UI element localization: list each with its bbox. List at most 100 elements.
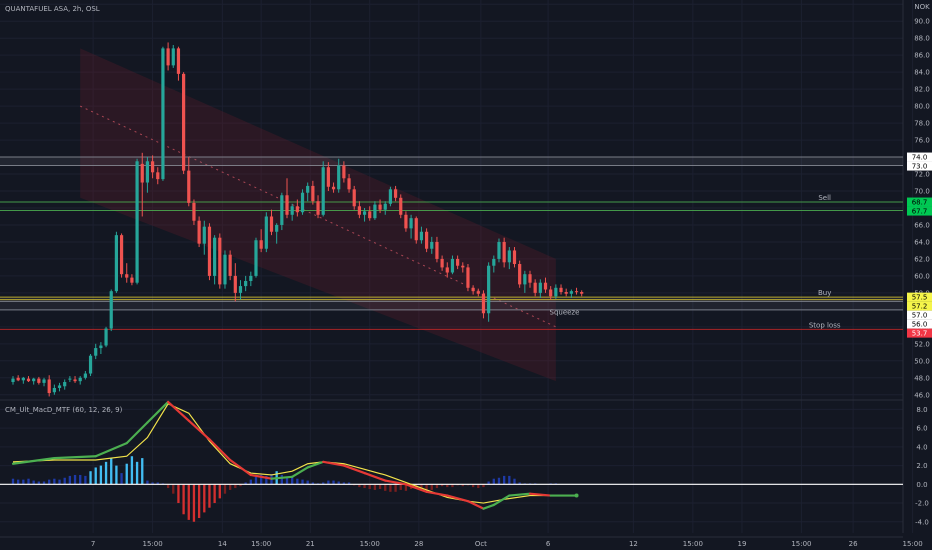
macd-line-segment <box>384 479 408 486</box>
candle-body <box>347 178 351 190</box>
price-tick-label: 72.0 <box>914 171 930 179</box>
candle-body <box>99 345 103 349</box>
macd-histogram-bar <box>358 484 361 488</box>
macd-histogram-bar <box>151 482 154 485</box>
candle-body <box>502 241 506 263</box>
macd-histogram-bar <box>435 484 439 489</box>
macd-histogram-bar <box>322 482 325 485</box>
macd-histogram-bar <box>373 484 377 490</box>
macd-histogram-bar <box>228 484 232 490</box>
time-tick-label: 15:00 <box>251 540 271 548</box>
macd-line-segment <box>342 464 366 475</box>
macd-histogram-bar <box>482 484 485 488</box>
candle-body <box>445 267 449 273</box>
candle-body <box>383 203 387 210</box>
price-level-badge: 68.7 <box>907 197 932 207</box>
candle-body <box>450 258 455 273</box>
time-tick-label: 15:00 <box>791 540 811 548</box>
badge-label: 53.7 <box>912 330 928 338</box>
macd-histogram-bar <box>399 484 402 490</box>
macd-pane <box>0 400 903 522</box>
macd-histogram-bar <box>32 480 35 485</box>
candle-body <box>11 378 15 383</box>
candle-body <box>461 265 465 268</box>
macd-histogram-bar <box>342 482 346 485</box>
candle-body <box>388 189 393 204</box>
candle-body <box>182 73 186 171</box>
candle-body <box>171 48 175 66</box>
macd-histogram-bar <box>120 473 123 485</box>
macd-line-segment <box>146 400 170 424</box>
squeeze-label: Squeeze <box>550 309 580 317</box>
candle-body <box>233 275 237 293</box>
macd-line-segment <box>208 438 232 462</box>
candle-body <box>373 204 377 219</box>
macd-histogram-bar <box>440 484 444 487</box>
candle-body <box>202 226 206 244</box>
price-tick-label: 86.0 <box>914 52 930 60</box>
candle-body <box>487 265 491 314</box>
candle-body <box>419 231 424 241</box>
currency-label: NOK <box>914 3 930 11</box>
price-tick-label: 46.0 <box>914 391 930 399</box>
candle-body <box>507 250 511 263</box>
macd-line-segment <box>508 492 532 497</box>
macd-histogram-bar <box>48 479 51 485</box>
candle-body <box>331 186 336 190</box>
candle-body <box>197 220 201 244</box>
macd-histogram-bar <box>332 480 335 485</box>
candle-body <box>337 165 341 190</box>
macd-line-segment <box>425 490 449 497</box>
macd-line-segment <box>363 471 387 482</box>
badge-label: 74.0 <box>912 154 928 162</box>
macd-histogram-bar <box>37 481 41 485</box>
macd-histogram-bar <box>244 482 247 485</box>
macd-histogram-bar <box>451 484 454 488</box>
candle-body <box>456 258 460 266</box>
grid-lines <box>0 0 914 533</box>
candle-body <box>300 192 305 213</box>
macd-histogram-bar <box>296 478 299 485</box>
badge-label: 73.0 <box>912 163 928 171</box>
candle-body <box>430 241 434 249</box>
macd-tick-label: -2.0 <box>915 500 929 508</box>
candle-body <box>109 291 113 329</box>
macd-line-segment <box>187 419 211 441</box>
candle-body <box>368 211 372 219</box>
macd-line-end-dot <box>574 493 579 498</box>
candle-body <box>68 378 72 380</box>
macd-histogram-bar <box>259 474 263 485</box>
macd-histogram-bar <box>218 484 221 499</box>
macd-histogram-bar <box>115 465 118 485</box>
candle-body <box>357 206 361 215</box>
candle-body <box>554 287 558 297</box>
badge-label: 57.0 <box>912 312 928 320</box>
macd-histogram-bar <box>394 484 397 492</box>
macd-histogram-bar <box>446 484 449 488</box>
badge-background <box>907 152 932 162</box>
level-label: Stop loss <box>809 321 841 329</box>
macd-tick-label: 2.0 <box>916 462 927 470</box>
price-level-badge: 67.7 <box>907 206 932 216</box>
candle-body <box>78 377 82 382</box>
time-axis[interactable]: 7 15:00 14 15:00 21 15:00 28 Oct 6 12 15:00 19 15:00… <box>0 536 923 548</box>
candle-body <box>409 218 413 229</box>
badge-background <box>907 301 932 311</box>
macd-histogram-bar <box>291 476 294 485</box>
candle-body <box>538 282 542 293</box>
macd-histogram-bar <box>79 474 82 485</box>
price-tick-label: 66.0 <box>914 221 930 229</box>
time-tick-label: 12 <box>629 540 638 548</box>
badge-label: 57.5 <box>912 294 928 302</box>
candle-body <box>352 189 356 207</box>
macd-tick-label: 8.0 <box>916 406 927 414</box>
macd-histogram-bar <box>384 484 387 491</box>
badge-background <box>907 197 932 207</box>
macd-histogram-bar <box>306 480 309 485</box>
macd-histogram-bar <box>141 458 144 485</box>
price-tick-label: 88.0 <box>914 35 930 43</box>
time-tick-label: 15:00 <box>360 540 380 548</box>
macd-histogram-bar <box>502 475 506 485</box>
macd-axis[interactable]: -4.0 -2.0 0.0 2.0 4.0 6.0 8.0 <box>915 406 929 526</box>
